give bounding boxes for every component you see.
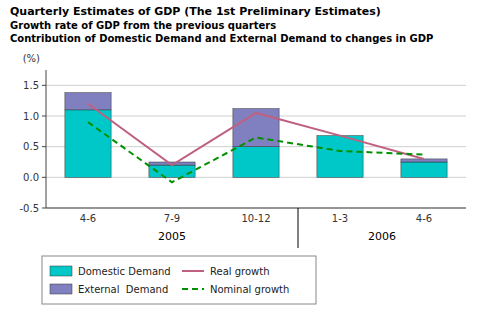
legend-label: Real growth	[210, 266, 270, 277]
bar	[65, 110, 111, 177]
bar	[401, 159, 447, 162]
year-label: 2006	[368, 230, 396, 243]
tick-label: 1.5	[23, 80, 39, 91]
legend-swatch	[50, 284, 72, 294]
legend-swatch	[182, 288, 204, 290]
tick-label: 7-9	[164, 213, 180, 224]
legend-label: Nominal growth	[210, 284, 289, 295]
tick	[42, 85, 46, 86]
title: Quarterly Estimates of GDP (The 1st Prel…	[10, 5, 381, 18]
legend-label: Domestic Demand	[78, 266, 171, 277]
tick-label: 4-6	[416, 213, 432, 224]
legend: Domestic Demand External Demand Real growt…	[42, 256, 316, 304]
tick-label: 1-3	[332, 213, 348, 224]
background	[0, 0, 480, 314]
tick	[42, 208, 46, 209]
tick	[42, 146, 46, 147]
legend-frame	[42, 256, 316, 304]
grid-line	[46, 85, 466, 86]
tick-label: 10-12	[241, 213, 270, 224]
bar	[401, 162, 447, 177]
tick	[42, 177, 46, 178]
tick-label: 4-6	[80, 213, 96, 224]
tick-label: -0.5	[19, 203, 39, 214]
legend-swatch	[182, 270, 204, 272]
grid	[46, 85, 466, 208]
line	[88, 122, 424, 182]
y-axis-label: (%)	[23, 53, 40, 64]
subtitle: Growth rate of GDP from the previous qua…	[10, 20, 276, 31]
subtitle: Contribution of Domestic Demand and Exte…	[10, 33, 433, 44]
year-label: 2005	[158, 230, 186, 243]
marks	[65, 93, 447, 183]
bar	[65, 93, 111, 110]
line	[88, 104, 424, 165]
grid-line	[46, 208, 466, 209]
x-axis	[46, 208, 466, 209]
chart: Quarterly Estimates of GDP (The 1st Prel…	[0, 0, 480, 314]
tick-label: 0.5	[23, 141, 39, 152]
tick	[42, 116, 46, 117]
tick-label: 1.0	[23, 111, 39, 122]
y-axis	[46, 70, 47, 208]
tick-label: 0.0	[23, 172, 39, 183]
legend-swatch	[50, 266, 72, 276]
year-divider	[298, 208, 299, 248]
bar	[317, 136, 363, 178]
bar	[233, 147, 279, 178]
legend-label: External Demand	[78, 284, 168, 295]
